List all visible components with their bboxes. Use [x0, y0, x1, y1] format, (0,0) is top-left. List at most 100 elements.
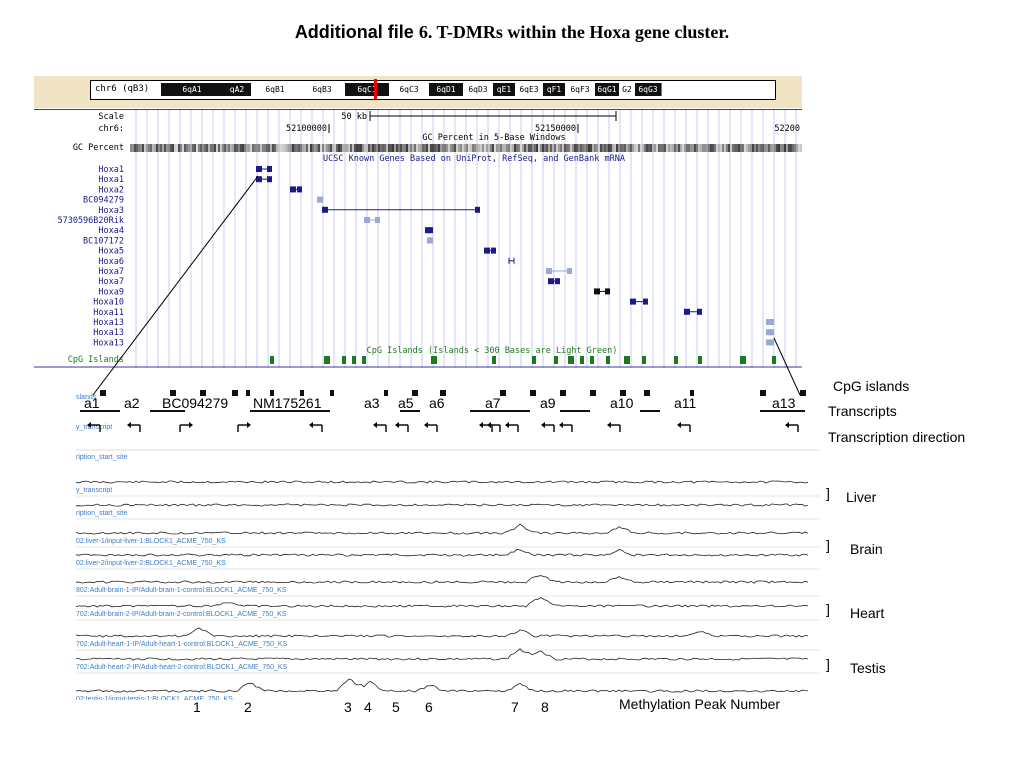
- gc-percent-cell: [480, 144, 482, 152]
- gc-percent-cell: [764, 144, 766, 152]
- gc-percent-cell: [424, 144, 426, 152]
- gc-percent-cell: [418, 144, 420, 152]
- gc-percent-cell: [220, 144, 222, 152]
- gc-percent-cell: [312, 144, 314, 152]
- gc-percent-cell: [166, 144, 168, 152]
- gc-percent-cell: [474, 144, 476, 152]
- gc-percent-cell: [558, 144, 560, 152]
- gc-percent-cell: [386, 144, 388, 152]
- gc-percent-cell: [780, 144, 782, 152]
- gc-percent-cell: [198, 144, 200, 152]
- gc-percent-cell: [784, 144, 786, 152]
- gc-percent-cell: [186, 144, 188, 152]
- gc-percent-cell: [792, 144, 794, 152]
- gc-percent-cell: [264, 144, 266, 152]
- gc-percent-cell: [268, 144, 270, 152]
- gc-percent-cell: [722, 144, 724, 152]
- gc-percent-cell: [738, 144, 740, 152]
- gc-percent-cell: [360, 144, 362, 152]
- gene-exon: [546, 268, 552, 274]
- gc-percent-cell: [668, 144, 670, 152]
- gene-exon: [643, 298, 648, 305]
- gc-percent-cell: [432, 144, 434, 152]
- gc-percent-cell: [748, 144, 750, 152]
- gc-percent-cell: [646, 144, 648, 152]
- gc-percent-cell: [578, 144, 580, 152]
- gc-percent-cell: [260, 144, 262, 152]
- cpg-island-block: [270, 390, 274, 396]
- track-label: 02:liver-2/input-liver-2:BLOCK1_ACME_750…: [76, 560, 226, 567]
- methylation-signal: [75, 503, 809, 507]
- gc-percent-cell: [282, 144, 284, 152]
- cpg-island-block: [590, 390, 596, 396]
- gc-percent-cell: [446, 144, 448, 152]
- gc-percent-cell: [214, 144, 216, 152]
- gene-exon: [769, 319, 774, 325]
- gc-percent-cell: [222, 144, 224, 152]
- gc-percent-cell: [528, 144, 530, 152]
- peak-number: 1: [193, 699, 201, 715]
- gc-percent-cell: [308, 144, 310, 152]
- gene-exon: [267, 166, 272, 172]
- gc-percent-cell: [762, 144, 764, 152]
- transcript-label: a6: [429, 395, 445, 411]
- transcript-label: a3: [364, 395, 380, 411]
- gc-percent-cell: [252, 144, 254, 152]
- gc-percent-cell: [586, 144, 588, 152]
- gc-percent-cell: [530, 144, 532, 152]
- gc-percent-cell: [450, 144, 452, 152]
- gc-percent-cell: [390, 144, 392, 152]
- cpg-island-block: [440, 390, 446, 396]
- gc-percent-cell: [462, 144, 464, 152]
- gc-percent-cell: [226, 144, 228, 152]
- gc-percent-cell: [626, 144, 628, 152]
- cpg-island-block: [500, 390, 506, 396]
- cpg-island-block: [560, 390, 566, 396]
- gc-percent-cell: [454, 144, 456, 152]
- gc-percent-cell: [654, 144, 656, 152]
- gc-percent-cell: [732, 144, 734, 152]
- gc-percent-cell: [136, 144, 138, 152]
- gc-percent-cell: [556, 144, 558, 152]
- gene-exon: [484, 247, 490, 254]
- methylation-signal: [75, 548, 809, 557]
- direction-arrow: [505, 422, 519, 432]
- gc-percent-cell: [690, 144, 692, 152]
- cpg-island: [532, 356, 536, 364]
- cpg-island: [270, 356, 274, 364]
- gc-percent-cell: [790, 144, 792, 152]
- gc-percent-cell: [298, 144, 300, 152]
- gc-percent-cell: [582, 144, 584, 152]
- gc-percent-cell: [486, 144, 488, 152]
- gc-percent-cell: [472, 144, 474, 152]
- gc-percent-cell: [514, 144, 516, 152]
- gc-percent-cell: [208, 144, 210, 152]
- gc-percent-cell: [640, 144, 642, 152]
- gc-percent-cell: [212, 144, 214, 152]
- gc-percent-cell: [642, 144, 644, 152]
- gc-percent-cell: [204, 144, 206, 152]
- gc-percent-cell: [658, 144, 660, 152]
- gc-percent-cell: [666, 144, 668, 152]
- gc-percent-cell: [720, 144, 722, 152]
- gc-percent-cell: [410, 144, 412, 152]
- gc-percent-cell: [374, 144, 376, 152]
- gc-percent-cell: [494, 144, 496, 152]
- transcript-label: a5: [398, 395, 414, 411]
- gc-percent-cell: [272, 144, 274, 152]
- gc-percent-cell: [634, 144, 636, 152]
- gc-percent-cell: [436, 144, 438, 152]
- gc-percent-cell: [388, 144, 390, 152]
- chromosome-ideogram[interactable]: chr6 (qB3) 6qA1 qA2 6qB1 6qB3 6qC1 6qC3 6qD1 6q…: [90, 79, 776, 100]
- cpg-island-block: [690, 390, 694, 396]
- gc-percent-cell: [380, 144, 382, 152]
- gc-percent-cell: [434, 144, 436, 152]
- gc-percent-cell: [544, 144, 546, 152]
- gc-percent-cell: [782, 144, 784, 152]
- gene-label: Hoxa5: [98, 247, 124, 257]
- gc-percent-cell: [334, 144, 336, 152]
- cpg-island: [431, 356, 437, 364]
- gc-percent-cell: [336, 144, 338, 152]
- gc-percent-cell: [194, 144, 196, 152]
- direction-arrow-head: [395, 422, 399, 428]
